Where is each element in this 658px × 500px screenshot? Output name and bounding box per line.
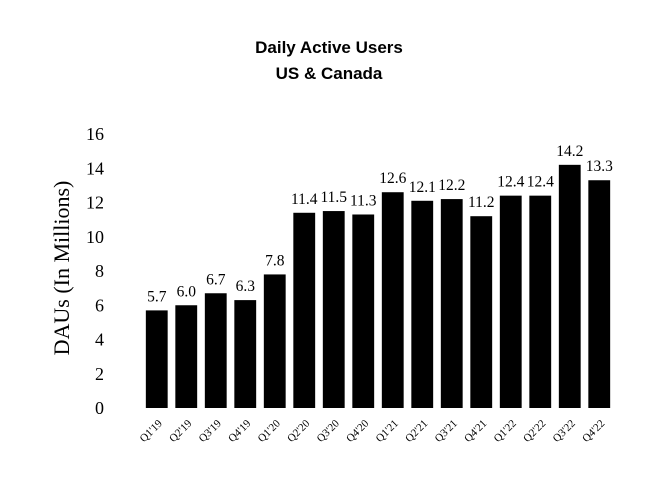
bar (499, 195, 522, 408)
bar (381, 192, 404, 408)
data-labels-group: 5.7 6.06.7 6.37.811.4 11.5 11.312.612.1 12.21… (147, 143, 613, 306)
y-tick-label: 0 (95, 398, 104, 418)
data-label: 12.2 (438, 177, 465, 194)
data-label: 12.4 (527, 174, 554, 191)
x-tick-label: Q2'20 (285, 417, 313, 445)
y-axis-ticks: 0 2 4 6 8 10 12 14 16 (86, 124, 104, 418)
data-label: 6.7 (206, 271, 226, 288)
y-tick-label: 4 (95, 330, 104, 350)
x-tick-label: Q3'22 (551, 418, 578, 445)
data-label: 6.3 (236, 278, 256, 295)
data-label: 11.3 (350, 192, 377, 209)
x-tick-label: Q3'19 (197, 417, 225, 445)
bar (293, 212, 316, 408)
data-label: 7.8 (265, 252, 285, 269)
bars-group (145, 164, 611, 408)
bar (175, 305, 198, 408)
data-label: 11.5 (320, 189, 347, 206)
x-tick-label: Q3'21 (433, 418, 460, 445)
data-label: 6.0 (177, 283, 197, 300)
x-tick-label: Q1'22 (492, 418, 519, 445)
x-tick-label: Q4'21 (462, 418, 489, 445)
x-tick-label: Q1'19 (138, 417, 166, 445)
data-label: 5.7 (147, 288, 167, 305)
data-label: 11.4 (291, 191, 318, 208)
data-label: 12.1 (409, 179, 436, 196)
x-tick-label: Q4'20 (344, 417, 372, 445)
x-tick-label: Q2'21 (403, 418, 430, 445)
bar (588, 180, 611, 408)
x-tick-label: Q2'22 (521, 418, 548, 445)
bar (470, 216, 493, 408)
bar (411, 200, 434, 408)
y-tick-label: 6 (95, 295, 104, 315)
data-label: 14.2 (556, 143, 583, 160)
bar (529, 195, 552, 408)
x-tick-label: Q2'19 (167, 417, 195, 445)
bar (558, 164, 581, 408)
x-axis-ticks: Q1'19 Q2'19 Q3'19 Q4'19 Q1'20 Q2'20 Q3'20 Q4'20… (138, 417, 608, 445)
chart-title: Daily Active Users (255, 38, 403, 57)
y-tick-label: 10 (86, 227, 104, 247)
x-tick-label: Q3'20 (315, 417, 343, 445)
y-tick-label: 2 (95, 364, 104, 384)
bar (322, 211, 345, 408)
x-tick-label: Q1'20 (256, 417, 284, 445)
y-tick-label: 12 (86, 193, 104, 213)
y-axis-label: DAUs (In Millions) (49, 181, 74, 356)
bar (145, 310, 168, 408)
x-tick-label: Q4'19 (226, 417, 254, 445)
chart-subtitle: US & Canada (276, 64, 383, 83)
bar (204, 293, 227, 408)
bar (352, 214, 375, 408)
bar (234, 300, 257, 408)
y-tick-label: 8 (95, 261, 104, 281)
x-tick-label: Q4'22 (580, 418, 607, 445)
y-tick-label: 16 (86, 124, 104, 144)
y-tick-label: 14 (86, 158, 104, 178)
bar (440, 199, 463, 408)
data-label: 12.4 (497, 174, 524, 191)
data-label: 13.3 (586, 158, 613, 175)
bar (263, 274, 286, 408)
x-tick-label: Q1'21 (374, 418, 401, 445)
data-label: 11.2 (468, 194, 495, 211)
data-label: 12.6 (379, 170, 406, 187)
